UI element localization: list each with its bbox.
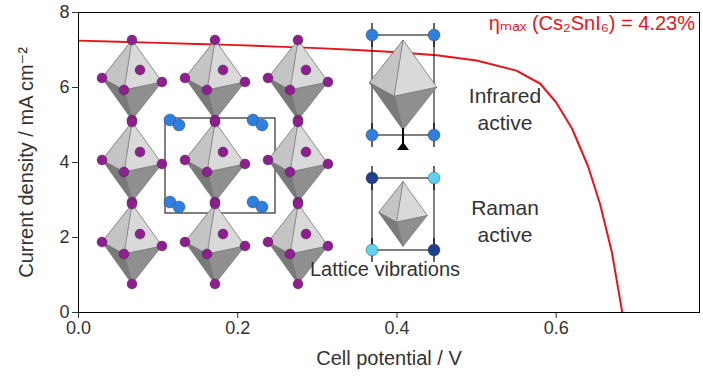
svg-text:2: 2 (59, 227, 69, 247)
svg-text:Cell potential / V: Cell potential / V (316, 347, 462, 369)
svg-text:ηₘₐₓ (Cs₂SnI₆) = 4.23%: ηₘₐₓ (Cs₂SnI₆) = 4.23% (489, 12, 695, 34)
svg-text:8: 8 (59, 2, 69, 22)
svg-text:Lattice vibrations: Lattice vibrations (310, 258, 460, 280)
svg-text:0.0: 0.0 (66, 318, 91, 338)
svg-text:Current density / mA cm⁻²: Current density / mA cm⁻² (15, 47, 37, 278)
svg-text:Ramanactive: Ramanactive (471, 196, 539, 246)
svg-text:Infraredactive: Infraredactive (469, 84, 541, 134)
svg-text:0: 0 (59, 302, 70, 323)
svg-text:0.2: 0.2 (225, 318, 250, 338)
svg-text:6: 6 (59, 77, 69, 97)
svg-text:0.6: 0.6 (544, 318, 569, 338)
svg-text:4: 4 (59, 152, 69, 172)
svg-text:0.4: 0.4 (384, 318, 409, 338)
